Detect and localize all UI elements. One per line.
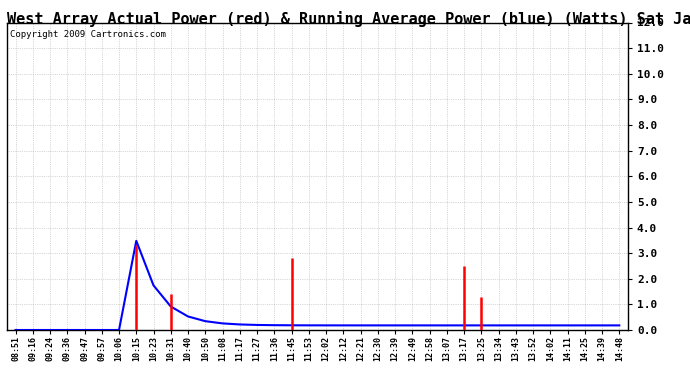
Text: Copyright 2009 Cartronics.com: Copyright 2009 Cartronics.com — [10, 30, 166, 39]
Text: West Array Actual Power (red) & Running Average Power (blue) (Watts) Sat Jan 17 : West Array Actual Power (red) & Running … — [7, 11, 690, 27]
